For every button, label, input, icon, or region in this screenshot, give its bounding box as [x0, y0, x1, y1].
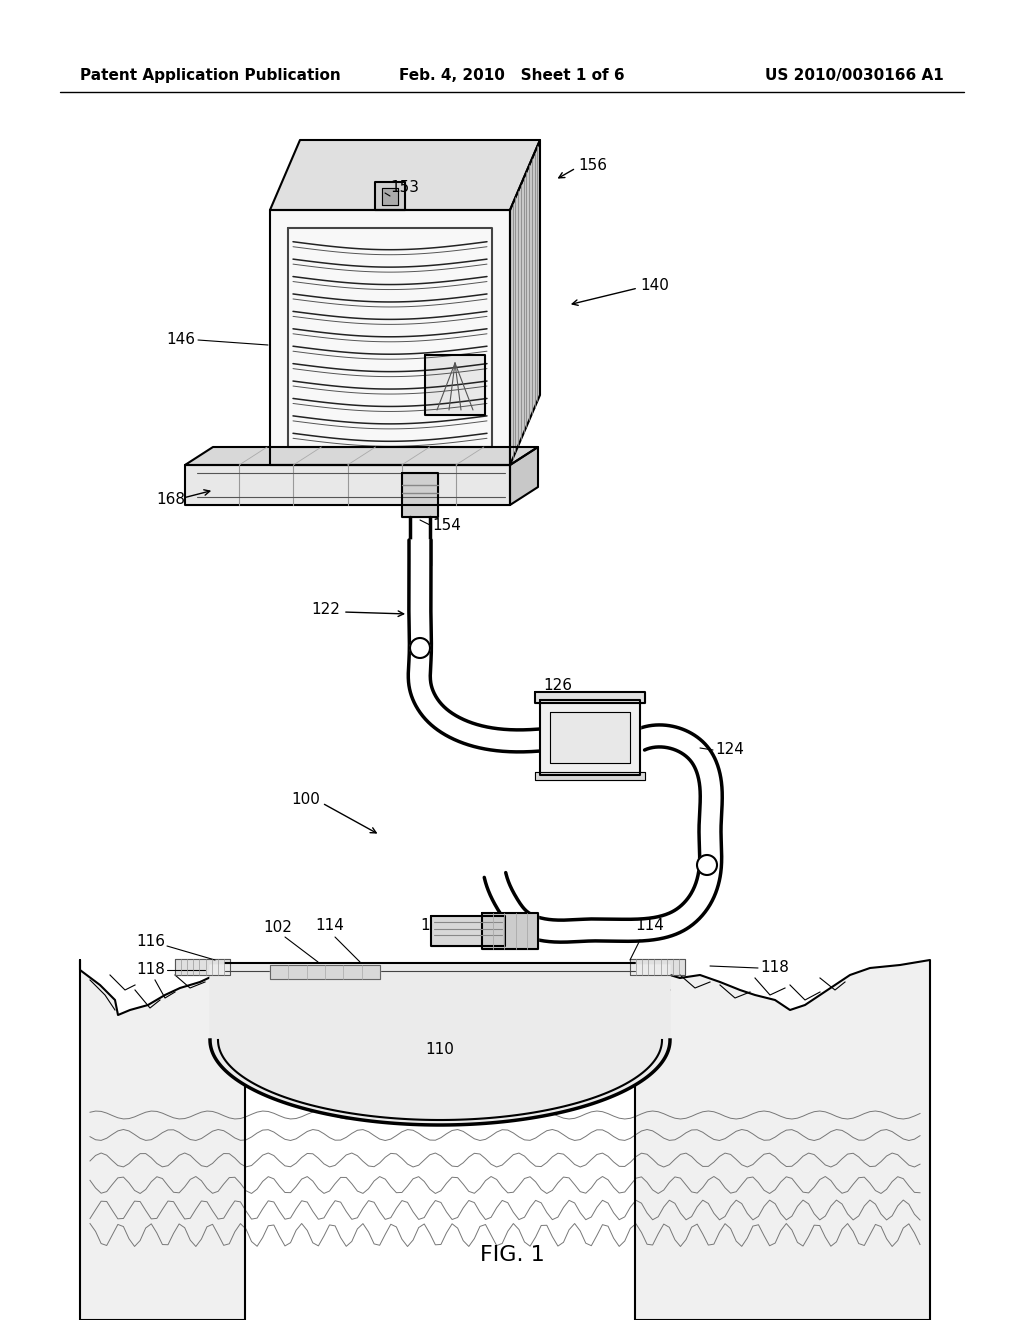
- Polygon shape: [535, 772, 645, 780]
- Text: 168: 168: [156, 492, 185, 507]
- Text: Feb. 4, 2010   Sheet 1 of 6: Feb. 4, 2010 Sheet 1 of 6: [399, 69, 625, 83]
- Polygon shape: [375, 182, 406, 210]
- Text: 118: 118: [136, 962, 165, 978]
- Polygon shape: [510, 447, 538, 506]
- Polygon shape: [540, 700, 640, 775]
- Polygon shape: [535, 692, 645, 704]
- Text: 126: 126: [544, 677, 572, 693]
- Polygon shape: [270, 965, 380, 979]
- Circle shape: [697, 855, 717, 875]
- Polygon shape: [185, 447, 538, 465]
- Polygon shape: [425, 355, 485, 414]
- Text: 146: 146: [166, 333, 195, 347]
- Text: 154: 154: [432, 517, 461, 532]
- Polygon shape: [635, 960, 930, 1320]
- Text: 140: 140: [640, 277, 669, 293]
- Text: US 2010/0030166 A1: US 2010/0030166 A1: [765, 69, 944, 83]
- Text: 122: 122: [311, 602, 340, 618]
- Polygon shape: [630, 960, 685, 975]
- Text: 102: 102: [263, 920, 293, 935]
- Circle shape: [410, 638, 430, 657]
- Polygon shape: [550, 711, 630, 763]
- Polygon shape: [409, 540, 541, 752]
- Text: Patent Application Publication: Patent Application Publication: [80, 69, 341, 83]
- Polygon shape: [210, 965, 670, 1125]
- Text: 116: 116: [136, 935, 165, 949]
- Polygon shape: [80, 960, 245, 1320]
- Text: 118: 118: [760, 961, 788, 975]
- Polygon shape: [185, 465, 510, 506]
- Text: 153: 153: [390, 180, 419, 194]
- Text: 114: 114: [315, 917, 344, 933]
- Polygon shape: [431, 916, 505, 946]
- Text: 114: 114: [635, 917, 664, 933]
- Polygon shape: [270, 140, 540, 210]
- Polygon shape: [382, 187, 398, 205]
- Polygon shape: [270, 210, 510, 465]
- Text: 100: 100: [291, 792, 319, 808]
- Text: 156: 156: [578, 157, 607, 173]
- Text: 122: 122: [501, 917, 529, 933]
- Polygon shape: [484, 725, 722, 942]
- Polygon shape: [402, 473, 438, 517]
- Text: 124: 124: [715, 742, 743, 758]
- Text: FIG. 1: FIG. 1: [479, 1245, 545, 1265]
- Polygon shape: [482, 913, 538, 949]
- Polygon shape: [510, 140, 540, 465]
- Text: 110: 110: [426, 1043, 455, 1057]
- Polygon shape: [175, 960, 230, 975]
- Text: 120: 120: [421, 917, 450, 933]
